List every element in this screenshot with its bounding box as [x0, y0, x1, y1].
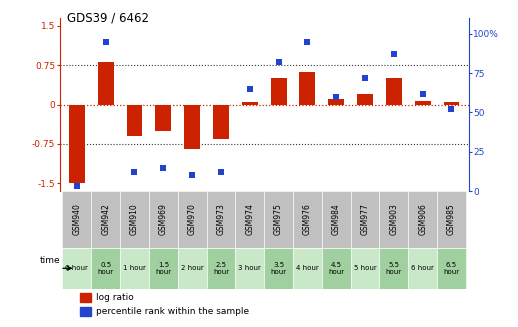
FancyBboxPatch shape [120, 248, 149, 288]
Text: 3 hour: 3 hour [238, 265, 261, 271]
Text: 5 hour: 5 hour [354, 265, 377, 271]
Bar [328, 99, 344, 105]
Point [246, 86, 254, 92]
Bar [357, 94, 373, 105]
Bar [242, 102, 257, 105]
Text: 2.5
hour: 2.5 hour [213, 262, 229, 275]
Bar [184, 105, 200, 149]
Point [131, 170, 139, 175]
Text: log ratio: log ratio [96, 293, 134, 302]
FancyBboxPatch shape [178, 191, 207, 248]
Text: 4 hour: 4 hour [296, 265, 319, 271]
Text: 6 hour: 6 hour [411, 265, 434, 271]
Point [332, 94, 340, 99]
Text: 2 hour: 2 hour [181, 265, 204, 271]
Text: GSM977: GSM977 [361, 204, 369, 235]
Text: GSM906: GSM906 [418, 204, 427, 235]
FancyBboxPatch shape [207, 191, 235, 248]
FancyBboxPatch shape [63, 248, 91, 288]
Point [419, 91, 427, 96]
Text: GSM974: GSM974 [245, 204, 254, 235]
FancyBboxPatch shape [437, 191, 466, 248]
FancyBboxPatch shape [293, 248, 322, 288]
Bar [299, 72, 315, 105]
Text: percentile rank within the sample: percentile rank within the sample [96, 307, 250, 316]
FancyBboxPatch shape [293, 191, 322, 248]
FancyBboxPatch shape [437, 248, 466, 288]
Text: time: time [39, 256, 60, 265]
Text: GSM970: GSM970 [188, 204, 197, 235]
FancyBboxPatch shape [408, 191, 437, 248]
FancyBboxPatch shape [264, 191, 293, 248]
Text: 6.5
hour: 6.5 hour [443, 262, 459, 275]
Bar [80, 307, 92, 316]
Bar [69, 105, 85, 183]
Point [303, 39, 311, 44]
FancyBboxPatch shape [207, 248, 235, 288]
Point [217, 170, 225, 175]
Text: GSM973: GSM973 [217, 204, 225, 235]
FancyBboxPatch shape [91, 248, 120, 288]
FancyBboxPatch shape [351, 191, 380, 248]
Bar [443, 102, 459, 105]
Bar [271, 78, 286, 105]
Point [102, 39, 110, 44]
FancyBboxPatch shape [322, 248, 351, 288]
FancyBboxPatch shape [235, 191, 264, 248]
Text: GSM984: GSM984 [332, 204, 341, 235]
Bar [126, 105, 142, 136]
FancyBboxPatch shape [120, 191, 149, 248]
Text: 5.5
hour: 5.5 hour [386, 262, 402, 275]
FancyBboxPatch shape [322, 191, 351, 248]
Point [361, 75, 369, 80]
Point [275, 60, 283, 65]
FancyBboxPatch shape [149, 191, 178, 248]
Text: GSM976: GSM976 [303, 204, 312, 235]
Text: GSM940: GSM940 [73, 204, 81, 235]
Bar [213, 105, 229, 139]
Text: 1 hour: 1 hour [123, 265, 146, 271]
Text: 3.5
hour: 3.5 hour [270, 262, 286, 275]
Text: 4.5
hour: 4.5 hour [328, 262, 344, 275]
Text: GDS39 / 6462: GDS39 / 6462 [67, 11, 149, 25]
Bar [80, 293, 92, 302]
Bar [98, 61, 113, 105]
Text: GSM985: GSM985 [447, 204, 456, 235]
FancyBboxPatch shape [63, 191, 91, 248]
Point [159, 165, 167, 170]
Text: 1.5
hour: 1.5 hour [155, 262, 171, 275]
Text: GSM903: GSM903 [390, 204, 398, 235]
Bar [386, 78, 402, 105]
Text: GSM910: GSM910 [130, 204, 139, 235]
Bar [155, 105, 171, 131]
Bar [415, 101, 430, 105]
FancyBboxPatch shape [149, 248, 178, 288]
Text: GSM969: GSM969 [159, 204, 168, 235]
Point [73, 184, 81, 189]
FancyBboxPatch shape [351, 248, 380, 288]
Point [390, 52, 398, 57]
FancyBboxPatch shape [91, 191, 120, 248]
Text: 0 hour: 0 hour [65, 265, 88, 271]
FancyBboxPatch shape [408, 248, 437, 288]
Text: GSM942: GSM942 [101, 204, 110, 235]
Point [448, 107, 456, 112]
FancyBboxPatch shape [264, 248, 293, 288]
FancyBboxPatch shape [235, 248, 264, 288]
Point [188, 173, 196, 178]
Text: 0.5
hour: 0.5 hour [97, 262, 114, 275]
FancyBboxPatch shape [380, 248, 408, 288]
Text: GSM975: GSM975 [274, 204, 283, 235]
FancyBboxPatch shape [380, 191, 408, 248]
FancyBboxPatch shape [178, 248, 207, 288]
